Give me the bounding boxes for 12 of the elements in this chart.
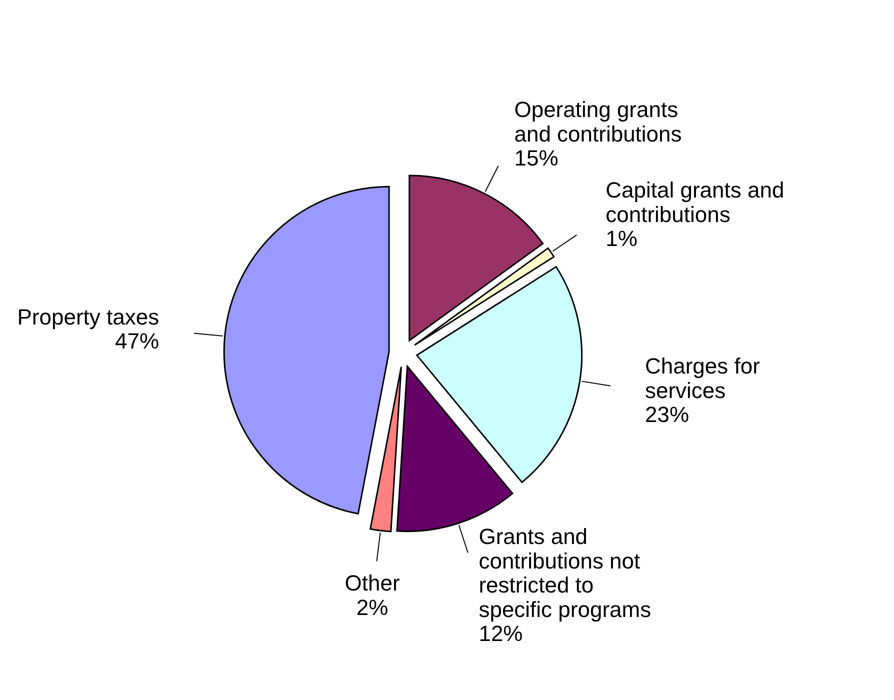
slice-label: Operating grants and contributions [514,97,682,146]
data-label: 12% [478,621,523,646]
data-label: 47% [115,328,160,354]
slice-label: Property taxes [17,304,160,330]
slice-label: Other [344,570,400,596]
data-label: 2% [356,594,388,620]
legend-label: Charges for services [644,354,760,403]
slice-label: Grants and contributions not restricted to specific programs [478,524,652,622]
data-label: 23% [644,402,690,428]
data-label: 15% [514,146,558,171]
slice-label: Capital grants and contributions [606,178,784,227]
data-label: 1% [606,226,638,252]
